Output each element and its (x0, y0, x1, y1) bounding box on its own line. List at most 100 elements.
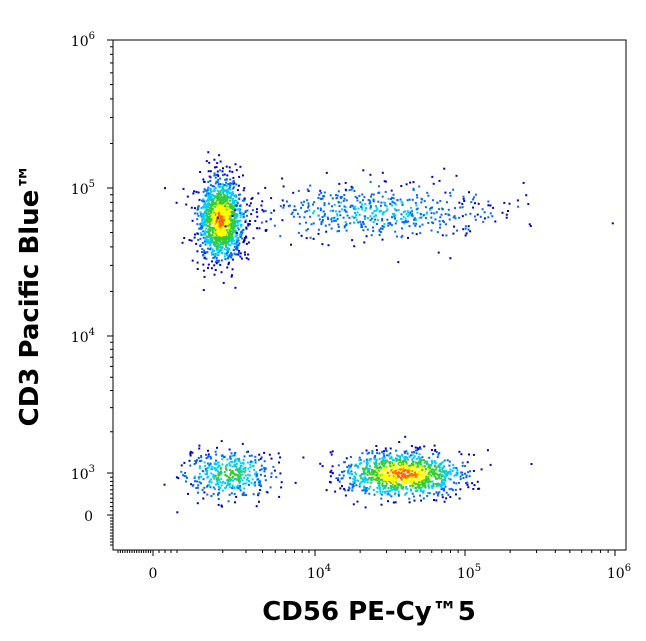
data-point (230, 492, 233, 495)
data-point (383, 210, 386, 213)
data-point (430, 207, 433, 209)
data-point (433, 499, 435, 501)
data-point (403, 469, 406, 471)
data-point (343, 205, 346, 208)
data-point (386, 471, 389, 474)
data-point (224, 200, 227, 203)
data-point (414, 465, 417, 467)
data-point (417, 471, 420, 474)
data-point (233, 460, 236, 463)
data-point (235, 216, 238, 219)
data-point (250, 454, 253, 457)
data-point (209, 180, 212, 182)
data-point (377, 477, 379, 479)
x-tick-label: 104 (307, 563, 331, 582)
data-point (230, 206, 233, 209)
data-point (448, 471, 451, 474)
data-point (334, 490, 337, 493)
data-point (393, 462, 395, 465)
data-point (216, 225, 219, 228)
data-point (194, 460, 197, 462)
data-point (224, 482, 227, 484)
data-point (425, 475, 428, 478)
data-point (347, 468, 350, 471)
data-point (221, 463, 224, 466)
data-point (258, 482, 261, 485)
data-point (344, 210, 347, 213)
data-point (420, 216, 423, 219)
data-point (430, 212, 433, 215)
data-point (234, 215, 237, 217)
data-point (387, 197, 390, 200)
data-point (452, 216, 455, 219)
data-point (383, 456, 386, 459)
x-tick-label: 0 (149, 566, 158, 582)
data-point (378, 475, 381, 477)
data-point (396, 474, 399, 477)
data-point (219, 200, 222, 203)
data-point (229, 244, 232, 247)
data-point (389, 457, 392, 460)
data-point (406, 452, 409, 455)
data-point (202, 269, 205, 272)
data-point (387, 487, 390, 489)
data-point (349, 206, 352, 208)
data-point (220, 271, 223, 274)
data-point (208, 199, 211, 202)
data-point (396, 454, 398, 457)
data-point (331, 465, 334, 468)
data-point (256, 478, 258, 481)
data-point (202, 198, 205, 201)
data-point (235, 473, 238, 476)
y-tick-label: 104 (71, 327, 95, 346)
data-point (215, 453, 218, 456)
data-point (292, 215, 295, 218)
data-point (302, 456, 305, 459)
data-point (396, 473, 399, 476)
data-point (221, 183, 224, 186)
data-point (336, 214, 339, 217)
data-point (226, 240, 229, 243)
data-point (371, 212, 374, 215)
data-point (212, 190, 215, 193)
data-point (239, 236, 242, 238)
data-point (441, 466, 444, 469)
data-point (217, 478, 220, 481)
data-point (442, 466, 445, 469)
data-point (217, 476, 220, 479)
data-point (221, 196, 224, 199)
data-point (203, 188, 206, 191)
data-point (182, 187, 185, 190)
data-point (220, 505, 223, 508)
data-point (245, 227, 248, 230)
data-point (204, 252, 207, 255)
data-point (356, 500, 359, 503)
data-point (433, 212, 436, 215)
data-point (356, 199, 359, 202)
data-point (223, 231, 226, 234)
data-point (385, 461, 388, 464)
data-point (417, 461, 420, 464)
data-point (451, 469, 454, 472)
data-point (362, 221, 365, 223)
data-point (212, 199, 215, 202)
data-point (424, 472, 427, 474)
data-point (401, 487, 404, 490)
data-point (390, 489, 393, 492)
data-point (367, 478, 370, 481)
data-point (407, 458, 409, 461)
data-point (329, 475, 332, 478)
data-point (254, 473, 256, 476)
data-point (471, 482, 474, 485)
data-point (307, 206, 310, 209)
data-point (261, 208, 264, 211)
data-point (237, 479, 240, 481)
data-point (245, 482, 248, 485)
data-point (219, 177, 222, 180)
data-point (217, 203, 220, 205)
data-point (329, 194, 332, 197)
data-point (441, 461, 444, 464)
data-point (237, 486, 240, 489)
data-point (199, 227, 202, 230)
data-point (423, 445, 426, 448)
